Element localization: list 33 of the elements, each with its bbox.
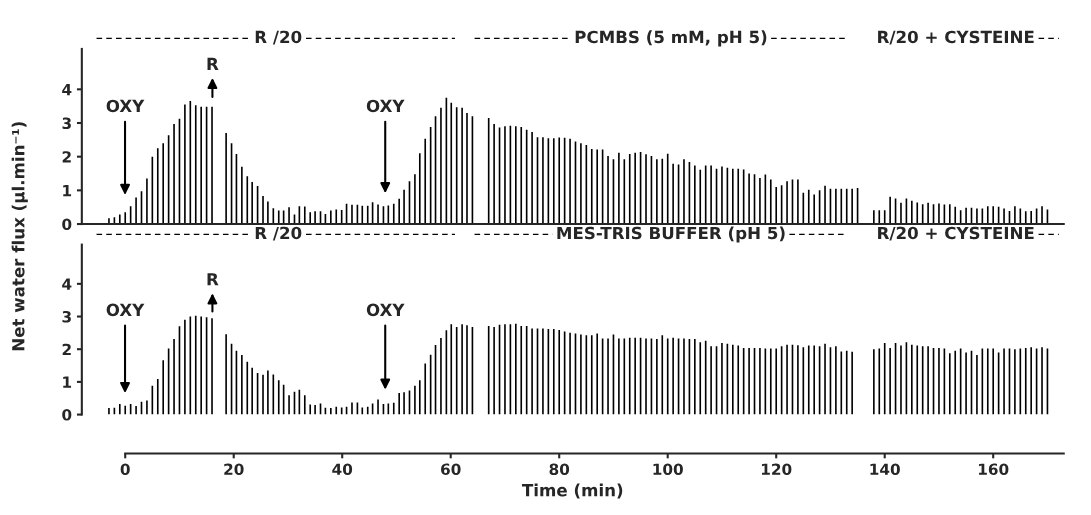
y-tick-label: 0: [62, 409, 72, 421]
text: R /20: [255, 30, 302, 45]
x-tick-label: 0: [120, 463, 130, 476]
annotation: OXY: [366, 99, 405, 113]
y-tick-label: 4: [62, 84, 72, 96]
y-tick-label: 3: [62, 310, 71, 323]
y-tick-label: 2: [62, 151, 71, 163]
annotation: OXY: [106, 99, 145, 113]
x-tick-label: 80: [549, 463, 570, 476]
text: R/20 + CYSTEINE: [878, 30, 1034, 45]
text: R /20: [255, 226, 302, 241]
y-tick-label: 1: [63, 185, 72, 197]
x-tick-label: 100: [653, 463, 683, 476]
x-tick-label: 140: [870, 463, 900, 476]
annotation: OXY: [106, 303, 145, 317]
text: PCMBS (5 mM, pH 5): [575, 30, 767, 47]
annotation: R: [207, 57, 219, 70]
y-tick-label: 4: [62, 278, 72, 290]
text: MES-TRIS BUFFER (pH 5): [557, 226, 785, 243]
x-tick-label: 60: [441, 463, 461, 476]
y-axis-title: Net water flux (µl.min⁻¹): [11, 122, 28, 351]
annotation: OXY: [366, 303, 405, 317]
x-tick-label: 120: [761, 463, 792, 476]
y-tick-label: 1: [63, 376, 72, 388]
annotation: R: [207, 273, 219, 286]
y-tick-label: 0: [62, 218, 72, 231]
y-tick-label: 2: [62, 343, 71, 356]
x-tick-label: 40: [332, 463, 353, 476]
y-tick-label: 3: [62, 117, 71, 130]
text: R/20 + CYSTEINE: [878, 226, 1034, 241]
x-tick-label: 20: [224, 463, 244, 476]
x-axis-title: Time (min): [521, 483, 623, 499]
x-tick-label: 160: [978, 463, 1009, 476]
